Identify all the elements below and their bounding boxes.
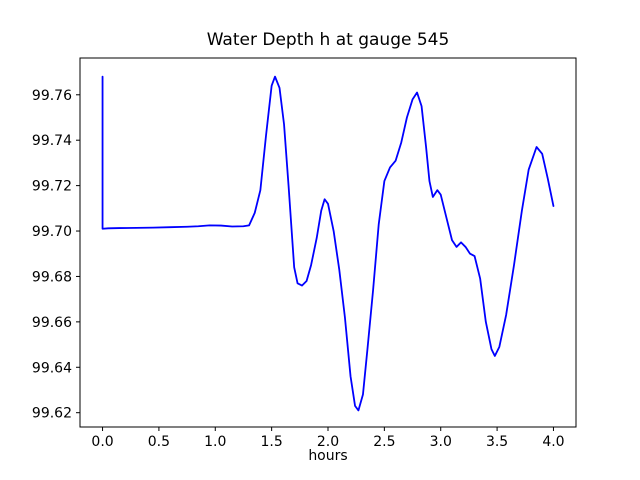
y-tick-label: 99.62 <box>32 406 72 422</box>
water-depth-line <box>101 75 555 412</box>
y-tick-label: 99.64 <box>32 360 72 376</box>
x-tick-label: 0.0 <box>91 434 113 450</box>
x-axis-label: hours <box>308 448 348 464</box>
x-tick-label: 2.5 <box>373 434 395 450</box>
y-tick-label: 99.76 <box>32 88 72 104</box>
plot-frame <box>79 57 577 428</box>
x-tick-label: 2.0 <box>317 434 339 450</box>
x-tick-label: 0.5 <box>148 434 170 450</box>
y-tick-label: 99.68 <box>32 269 72 285</box>
y-tick-label: 99.66 <box>32 315 72 331</box>
y-tick-label: 99.72 <box>32 179 72 195</box>
x-tick-label: 3.5 <box>486 434 508 450</box>
y-tick-label: 99.70 <box>32 224 72 240</box>
x-tick-label: 1.5 <box>261 434 283 450</box>
x-tick-label: 3.0 <box>430 434 452 450</box>
y-tick-label: 99.74 <box>32 133 72 149</box>
x-tick-label: 4.0 <box>542 434 564 450</box>
x-tick-label: 1.0 <box>204 434 226 450</box>
chart-title: Water Depth h at gauge 545 <box>206 30 450 50</box>
